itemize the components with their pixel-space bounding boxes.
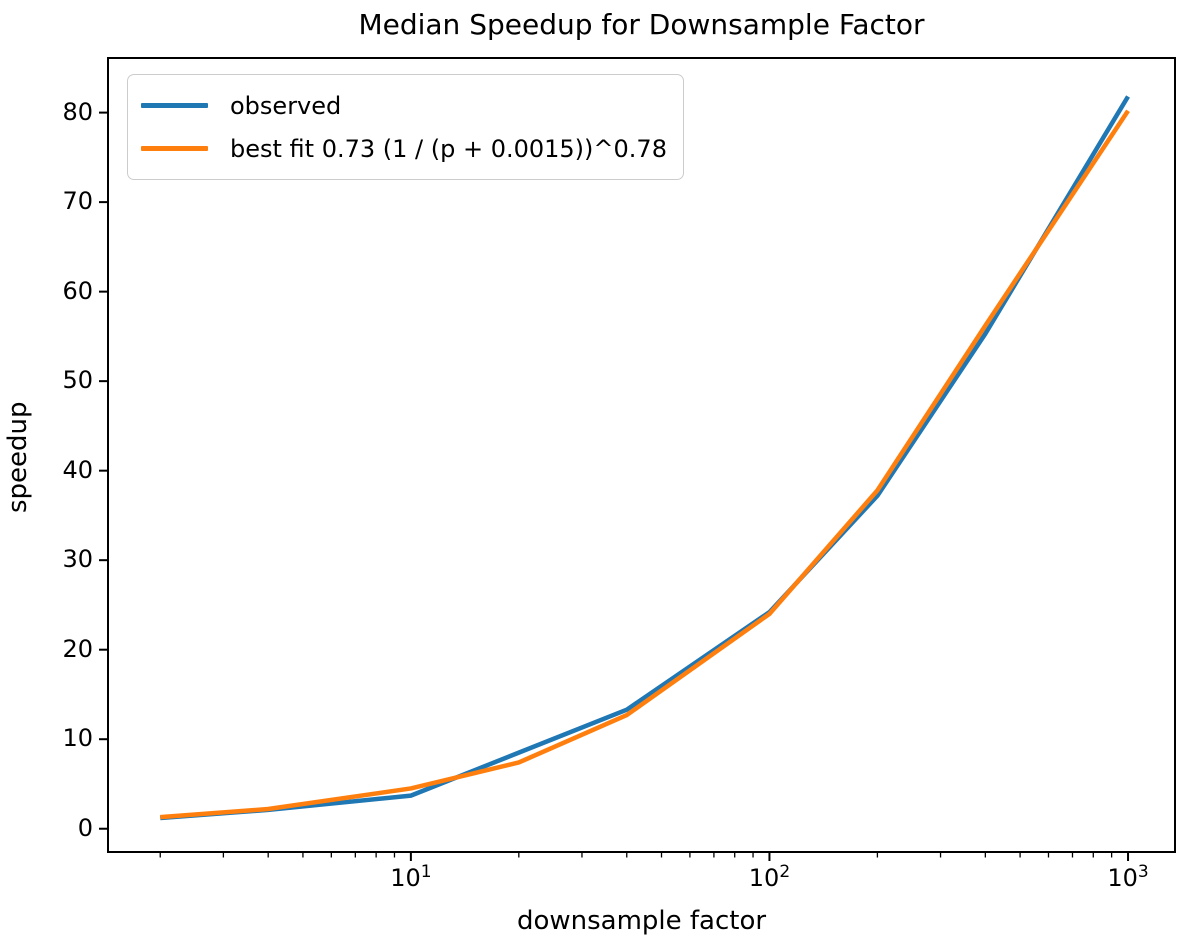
y-tick-label: 70 [62,187,93,216]
x-axis-label: downsample factor [516,906,767,936]
y-axis-label-text: speedup [3,401,33,513]
legend-item-observed: observed [141,84,667,127]
chart-title: Median Speedup for Downsample Factor [358,8,925,41]
observed-line-swatch [141,103,208,108]
x-tick-label: 101 [390,862,432,893]
y-tick-label: 0 [77,813,93,842]
x-tick-exponent: 3 [1137,862,1149,882]
y-tick-label: 30 [62,545,93,574]
legend-item-best-fit: best fit 0.73 (1 / (p + 0.0015))^0.78 [141,127,667,170]
best-fit-line [160,109,1130,820]
x-tick-exponent: 2 [779,862,791,882]
y-tick-label: 10 [62,724,93,753]
y-tick-label: 50 [62,366,93,395]
x-tick-exponent: 1 [420,862,432,882]
legend: observed best fit 0.73 (1 / (p + 0.0015)… [127,74,684,180]
y-tick-label: 20 [62,634,93,663]
observed-line [160,95,1130,821]
y-tick-label: 60 [62,276,93,305]
axes-frame [107,57,1176,853]
x-tick-label: 103 [1107,862,1149,893]
best-fit-line-swatch [141,146,208,151]
y-tick-label: 80 [62,97,93,126]
x-tick-label: 102 [748,862,791,893]
legend-label-observed: observed [230,91,342,120]
y-tick-label: 40 [62,455,93,484]
legend-label-best-fit: best fit 0.73 (1 / (p + 0.0015))^0.78 [230,134,667,163]
